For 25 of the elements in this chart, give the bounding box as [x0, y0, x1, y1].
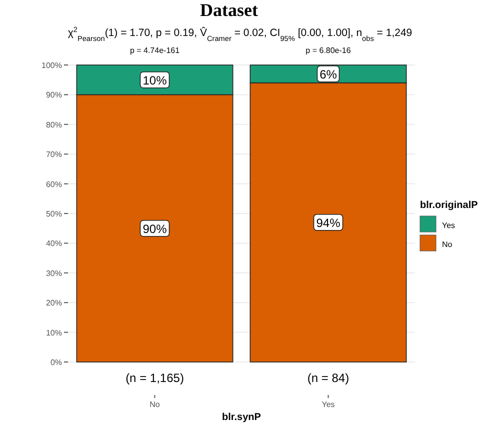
annotation: (n = 84)	[307, 371, 350, 385]
text: χ$^{2}$$_{Pearson}$(1) = 1.70, p = 0.19, V̂$_{Cramer}$ = 0.02, CI$_{95%}$ [0.00, 1.00], n$_{obs}$ = 1,249	[68, 24, 412, 42]
data-label: 94%	[316, 216, 341, 230]
y-tick-label: 100%	[42, 61, 62, 70]
y-tick-label: 0%	[50, 358, 62, 367]
x-axis-title: blr.synP	[222, 412, 262, 423]
legend-label: Yes	[442, 221, 456, 230]
annotation: p = 6.80e-16	[306, 46, 352, 55]
text: No	[442, 240, 453, 249]
annotation: p = 4.74e-161	[130, 46, 180, 55]
data-label: 10%	[142, 73, 168, 88]
legend-title: blr.originalP	[420, 200, 478, 211]
data-label: 6%	[320, 67, 338, 82]
y-tick-label: 70%	[46, 150, 62, 160]
annotation: (n = 1,165)	[126, 371, 184, 385]
y-tick-label: 90%	[46, 90, 62, 100]
y-tick-label: 20%	[46, 298, 62, 308]
chart-title: Dataset	[200, 0, 258, 20]
y-tick-label: 60%	[46, 180, 62, 189]
y-tick-label: 80%	[46, 120, 62, 130]
y-tick-label: 10%	[46, 328, 62, 338]
data-label: 90%	[142, 222, 168, 236]
y-tick-label: 30%	[46, 268, 62, 278]
y-tick-label: 50%	[46, 210, 62, 218]
y-tick-label: 40%	[46, 239, 62, 248]
